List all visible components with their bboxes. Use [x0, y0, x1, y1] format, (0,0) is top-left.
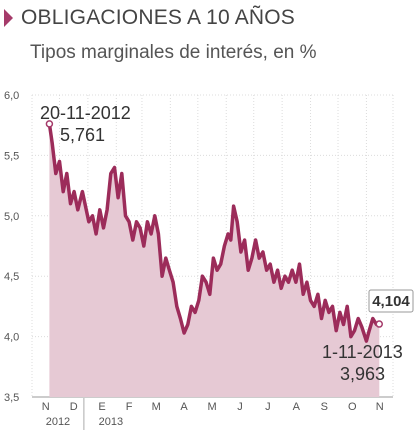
title-marker-icon [4, 9, 13, 27]
x-tick-label: A [293, 401, 301, 413]
chart-title: OBLIGACIONES A 10 AÑOS [21, 6, 296, 29]
x-tick-label: S [321, 401, 328, 413]
x-tick-label: E [98, 401, 105, 413]
y-tick-label: 5,5 [4, 150, 19, 162]
series-line-group [47, 122, 382, 343]
x-tick-label: F [126, 401, 133, 413]
x-tick-label: M [207, 401, 216, 413]
chart-subtitle: Tipos marginales de interés, en % [30, 42, 317, 63]
x-tick-label: N [376, 401, 384, 413]
y-tick-label: 5,0 [4, 211, 19, 223]
annotation-min-date: 1-11-2013 [322, 342, 403, 362]
annotation-start-value: 5,761 [60, 125, 105, 145]
last-value-label: 4,104 [372, 293, 410, 310]
point-markers [45, 120, 384, 328]
last-value-callout: 4,104 [368, 289, 414, 313]
y-tick-label: 4,5 [4, 271, 19, 283]
annotation-start-date: 20-11-2012 [40, 103, 131, 123]
area-fill-group [49, 123, 380, 398]
y-tick-label: 6,0 [4, 90, 19, 102]
x-tick-label: A [180, 401, 188, 413]
x-tick-label: M [152, 401, 161, 413]
series-line [47, 122, 382, 343]
y-axis-labels: 6,0 5,5 5,0 4,5 4,0 3,5 [4, 90, 19, 404]
y-tick-label: 3,5 [4, 392, 19, 404]
x-tick-label: D [70, 401, 78, 413]
start-point-marker [45, 120, 54, 128]
x-axis-labels: N D E F M A M J J A S O N 2012 2013 [42, 398, 384, 430]
end-point-marker [375, 320, 384, 328]
x-tick-label: J [265, 401, 271, 413]
x-tick-label: O [348, 401, 357, 413]
series-area [49, 123, 380, 398]
annotation-min-value: 3,963 [340, 364, 385, 384]
x-year-label: 2013 [99, 416, 123, 428]
x-year-label: 2012 [46, 416, 70, 428]
x-tick-label: J [237, 401, 243, 413]
x-tick-label: N [42, 401, 50, 413]
annotations: 20-11-2012 5,761 1-11-2013 3,963 [40, 103, 403, 384]
last-value-box [368, 289, 414, 313]
title-row: OBLIGACIONES A 10 AÑOS [4, 6, 295, 30]
y-tick-label: 4,0 [4, 332, 19, 344]
